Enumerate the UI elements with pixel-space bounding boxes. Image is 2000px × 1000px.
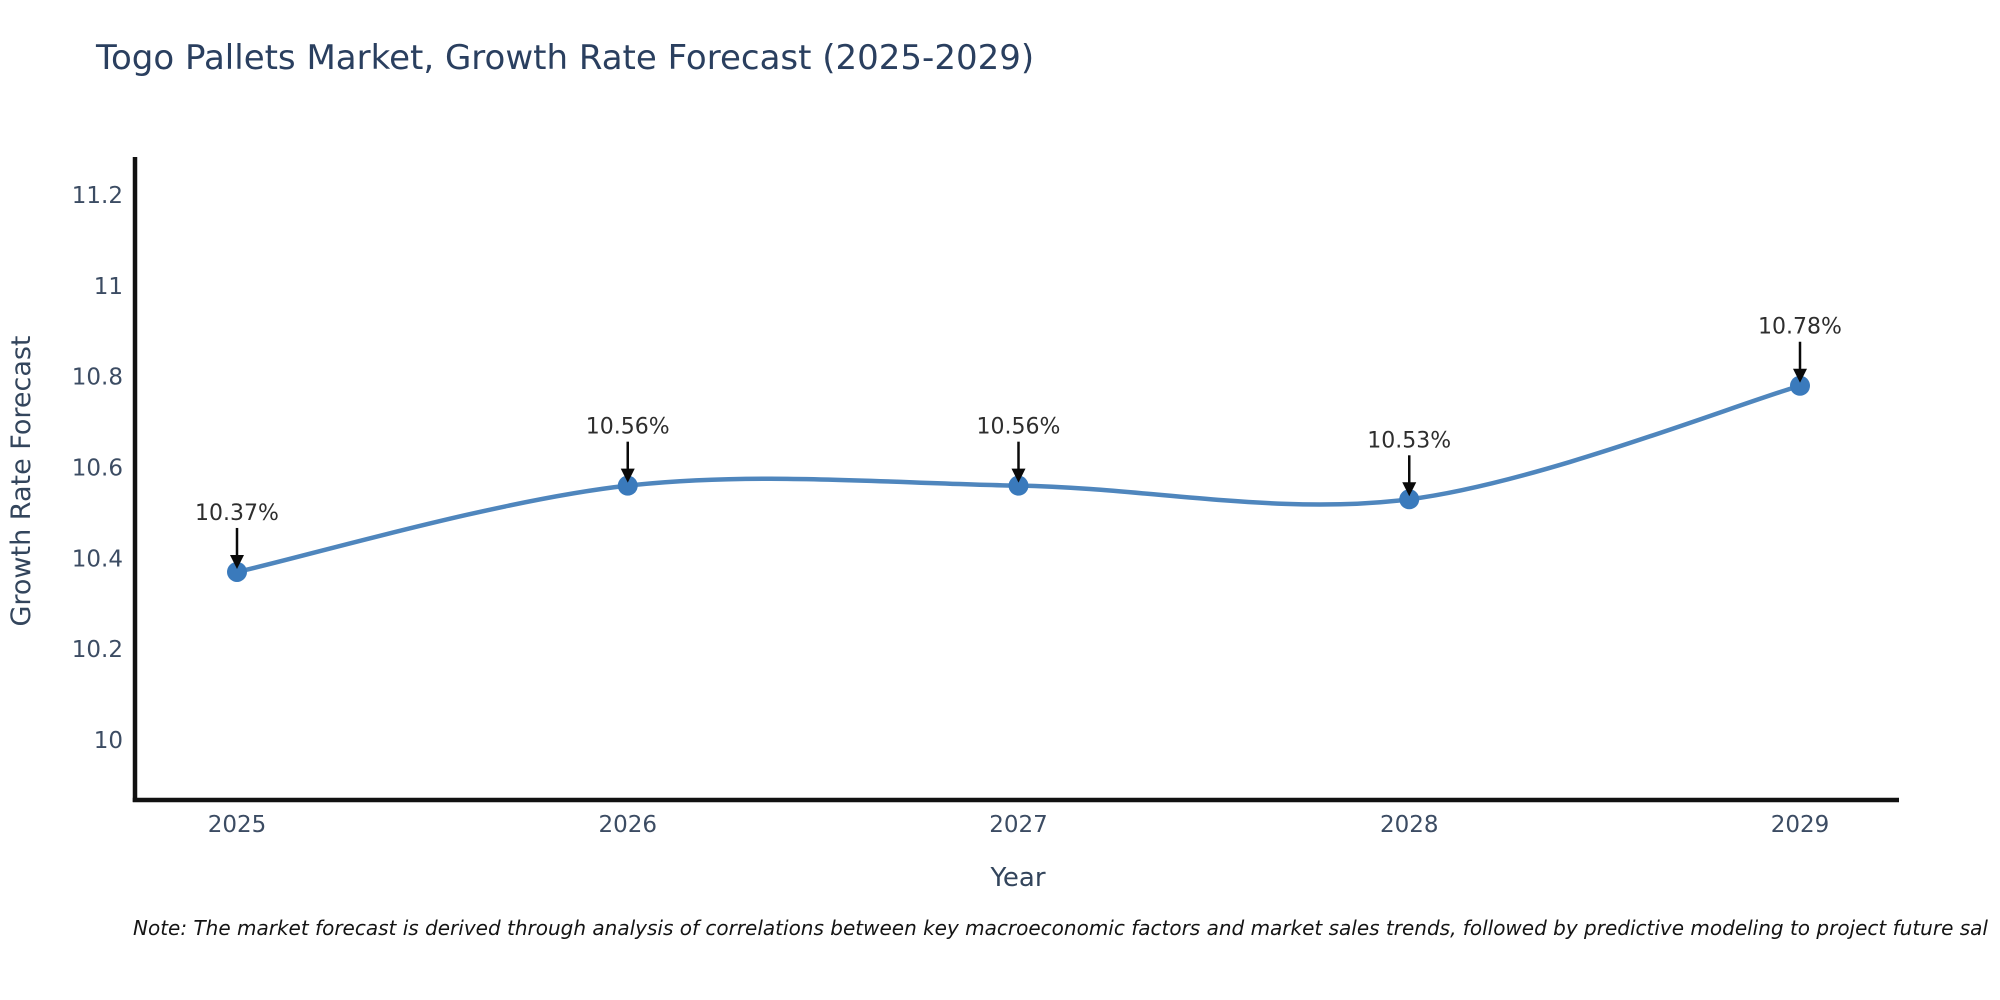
plot-area: 10 10.2 10.4 10.6 10.8 11 11.2 2025 2026 2027 2028… bbox=[72, 183, 1842, 838]
data-point-marker bbox=[1399, 489, 1420, 510]
annotation-arrowhead bbox=[620, 468, 635, 483]
annotation-arrowhead bbox=[1402, 482, 1417, 497]
annotation-arrowhead bbox=[1793, 368, 1807, 383]
y-tick-label: 10.2 bbox=[72, 637, 123, 663]
data-point-label: 10.56% bbox=[586, 415, 670, 440]
data-point-marker bbox=[227, 561, 247, 582]
x-tick-label: 2028 bbox=[1380, 812, 1439, 838]
y-tick-label: 10 bbox=[94, 728, 123, 754]
y-tick-label: 10.4 bbox=[72, 546, 123, 572]
x-axis-title: Year bbox=[989, 863, 1045, 893]
y-tick-label: 10.6 bbox=[72, 455, 123, 481]
footnote: Note: The market forecast is derived thr… bbox=[133, 916, 1988, 940]
y-tick-label: 11 bbox=[94, 274, 123, 300]
y-tick-label: 10.8 bbox=[72, 365, 123, 391]
data-point-label: 10.78% bbox=[1758, 315, 1842, 340]
data-point-marker bbox=[1790, 375, 1810, 396]
data-point-label: 10.37% bbox=[195, 501, 279, 526]
x-tick-label: 2025 bbox=[208, 812, 267, 838]
y-tick-label: 11.2 bbox=[72, 183, 123, 209]
chart-title: Togo Pallets Market, Growth Rate Forecas… bbox=[96, 38, 1035, 78]
data-point-marker bbox=[617, 475, 638, 496]
data-point-label: 10.53% bbox=[1367, 428, 1451, 453]
x-tick-label: 2029 bbox=[1771, 812, 1830, 838]
data-point-marker bbox=[1008, 475, 1029, 496]
x-tick-label: 2026 bbox=[598, 812, 657, 838]
annotation-arrowhead bbox=[1011, 468, 1026, 483]
annotation-arrowhead bbox=[230, 554, 244, 569]
y-axis-title: Growth Rate Forecast bbox=[6, 335, 37, 626]
data-point-label: 10.56% bbox=[977, 415, 1061, 440]
x-tick-label: 2027 bbox=[989, 812, 1048, 838]
